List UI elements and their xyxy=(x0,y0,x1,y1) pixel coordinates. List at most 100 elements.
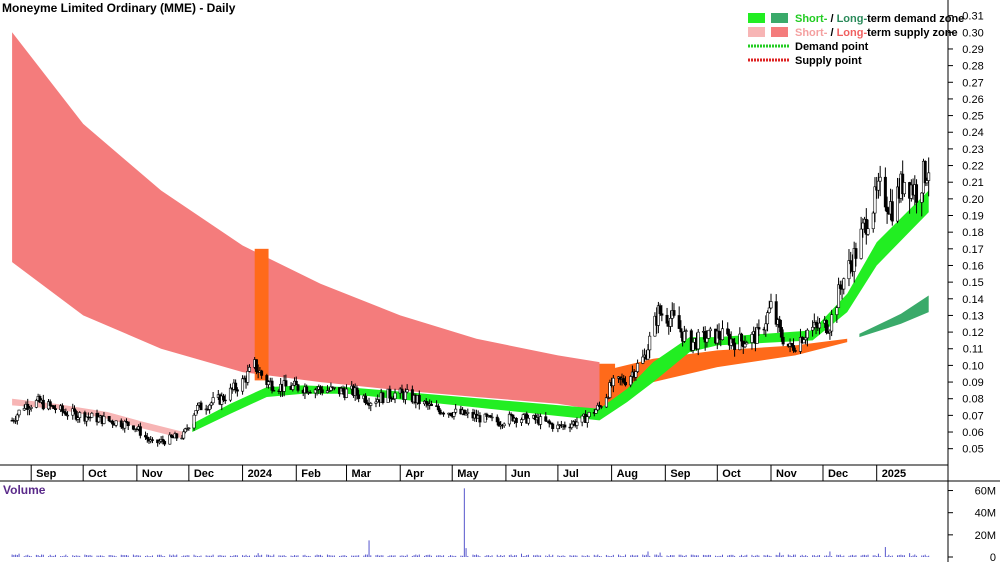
price-bar-body xyxy=(66,414,70,417)
time-tick-label: May xyxy=(457,468,479,480)
price-bar-body xyxy=(774,301,778,325)
price-bar-body xyxy=(38,396,42,403)
price-bar-body xyxy=(790,343,794,346)
price-bar-body xyxy=(393,392,397,400)
long-term-supply-zone-2 xyxy=(611,338,848,401)
price-bar-body xyxy=(634,371,638,378)
price-bar-body xyxy=(405,389,409,393)
price-bar-body xyxy=(209,402,213,406)
price-tick-label: 0.20 xyxy=(962,194,983,206)
time-tick-label: Aug xyxy=(617,468,638,480)
overlap-zone-1 xyxy=(254,248,269,381)
price-tick-label: 0.29 xyxy=(962,44,983,56)
price-tick-label: 0.24 xyxy=(962,127,983,139)
price-tick-label: 0.21 xyxy=(962,177,983,189)
price-bar-body xyxy=(291,385,295,390)
price-bar-body xyxy=(196,405,200,411)
price-bar-body xyxy=(180,437,184,440)
price-tick-label: 0.15 xyxy=(962,277,983,289)
legend-demand-zone: Short- / Long-term demand zone xyxy=(795,13,964,25)
price-tick-label: 0.09 xyxy=(962,377,983,389)
price-bar-body xyxy=(597,405,601,407)
legend-demand-long: Long- xyxy=(837,13,868,25)
price-bar-body xyxy=(669,318,673,327)
chart-title: Moneyme Limited Ordinary (MME) - Daily xyxy=(2,1,236,15)
price-bar-body xyxy=(74,411,78,420)
volume-tick-label: 40M xyxy=(975,508,996,520)
time-tick-label: Oct xyxy=(722,468,741,480)
price-bar-body xyxy=(556,424,560,429)
price-bar-body xyxy=(308,392,312,394)
price-bar-body xyxy=(804,337,808,340)
price-tick-label: 0.25 xyxy=(962,111,983,123)
price-bar-body xyxy=(738,333,742,351)
legend-swatch-short-demand xyxy=(748,13,765,23)
price-bar-body xyxy=(696,331,700,350)
price-bar-body xyxy=(740,333,744,342)
price-bar-body xyxy=(757,327,761,330)
price-bar-body xyxy=(830,314,834,332)
price-bar-body xyxy=(388,388,392,399)
legend-swatch-long-demand xyxy=(771,13,788,23)
price-bar-body xyxy=(17,409,21,416)
price-tick-label: 0.31 xyxy=(962,11,983,23)
price-bar-body xyxy=(247,367,251,372)
price-bar-body xyxy=(246,371,250,383)
price-bar-body xyxy=(717,330,721,339)
price-tick-label: 0.30 xyxy=(962,27,983,39)
price-bar-body xyxy=(235,389,239,392)
price-bar-body xyxy=(818,322,822,329)
price-bar-body xyxy=(766,312,770,325)
price-bar-body xyxy=(369,403,373,406)
price-bar-body xyxy=(327,390,331,392)
time-tick-label: Mar xyxy=(352,468,372,480)
price-bar-body xyxy=(920,192,924,203)
price-bar-body xyxy=(923,160,927,184)
volume-tick-label: 0 xyxy=(990,552,996,562)
price-bar-body xyxy=(895,186,899,222)
price-bar-body xyxy=(161,439,165,442)
price-bar-body xyxy=(417,395,421,405)
price-bar-body xyxy=(60,405,64,412)
price-bar-body xyxy=(27,408,31,411)
price-bar-body xyxy=(563,424,567,428)
price-zones xyxy=(12,32,929,439)
price-bar-body xyxy=(454,408,458,413)
price-bars xyxy=(10,157,931,447)
price-bar-body xyxy=(319,386,323,391)
price-bar-body xyxy=(26,403,30,411)
price-tick-label: 0.07 xyxy=(962,410,983,422)
price-bar-body xyxy=(656,305,660,326)
price-bar-body xyxy=(48,401,52,406)
price-tick-label: 0.16 xyxy=(962,260,983,272)
price-bar-body xyxy=(90,412,94,418)
price-bar-body xyxy=(438,409,442,415)
price-bar-body xyxy=(720,328,724,340)
price-bar-body xyxy=(192,414,196,429)
price-bar-body xyxy=(222,395,226,401)
price-bar-body xyxy=(828,330,832,333)
time-tick-label: Nov xyxy=(142,468,164,480)
price-bar-body xyxy=(234,382,238,391)
price-bar-body xyxy=(684,330,688,332)
price-bar-body xyxy=(97,416,101,423)
price-bar-body xyxy=(847,260,851,280)
time-tick-label: Sep xyxy=(36,468,56,480)
price-bar-body xyxy=(241,378,245,392)
price-bar-body xyxy=(885,206,889,213)
legend-demand-point: Demand point xyxy=(795,41,869,53)
price-bar-body xyxy=(682,331,686,342)
price-bar-body xyxy=(22,408,26,411)
price-bar-body xyxy=(442,412,446,415)
price-bar-body xyxy=(835,307,839,315)
price-bar-body xyxy=(182,431,186,439)
price-bar-body xyxy=(208,404,212,410)
price-bar-body xyxy=(270,380,274,391)
price-bar-body xyxy=(778,319,782,328)
volume-bars xyxy=(11,488,930,557)
price-bar-body xyxy=(764,323,768,331)
price-bar-body xyxy=(743,343,747,348)
legend-supply-long: Long- xyxy=(837,27,868,39)
price-bar-body xyxy=(294,380,298,385)
price-bar-body xyxy=(864,218,868,235)
